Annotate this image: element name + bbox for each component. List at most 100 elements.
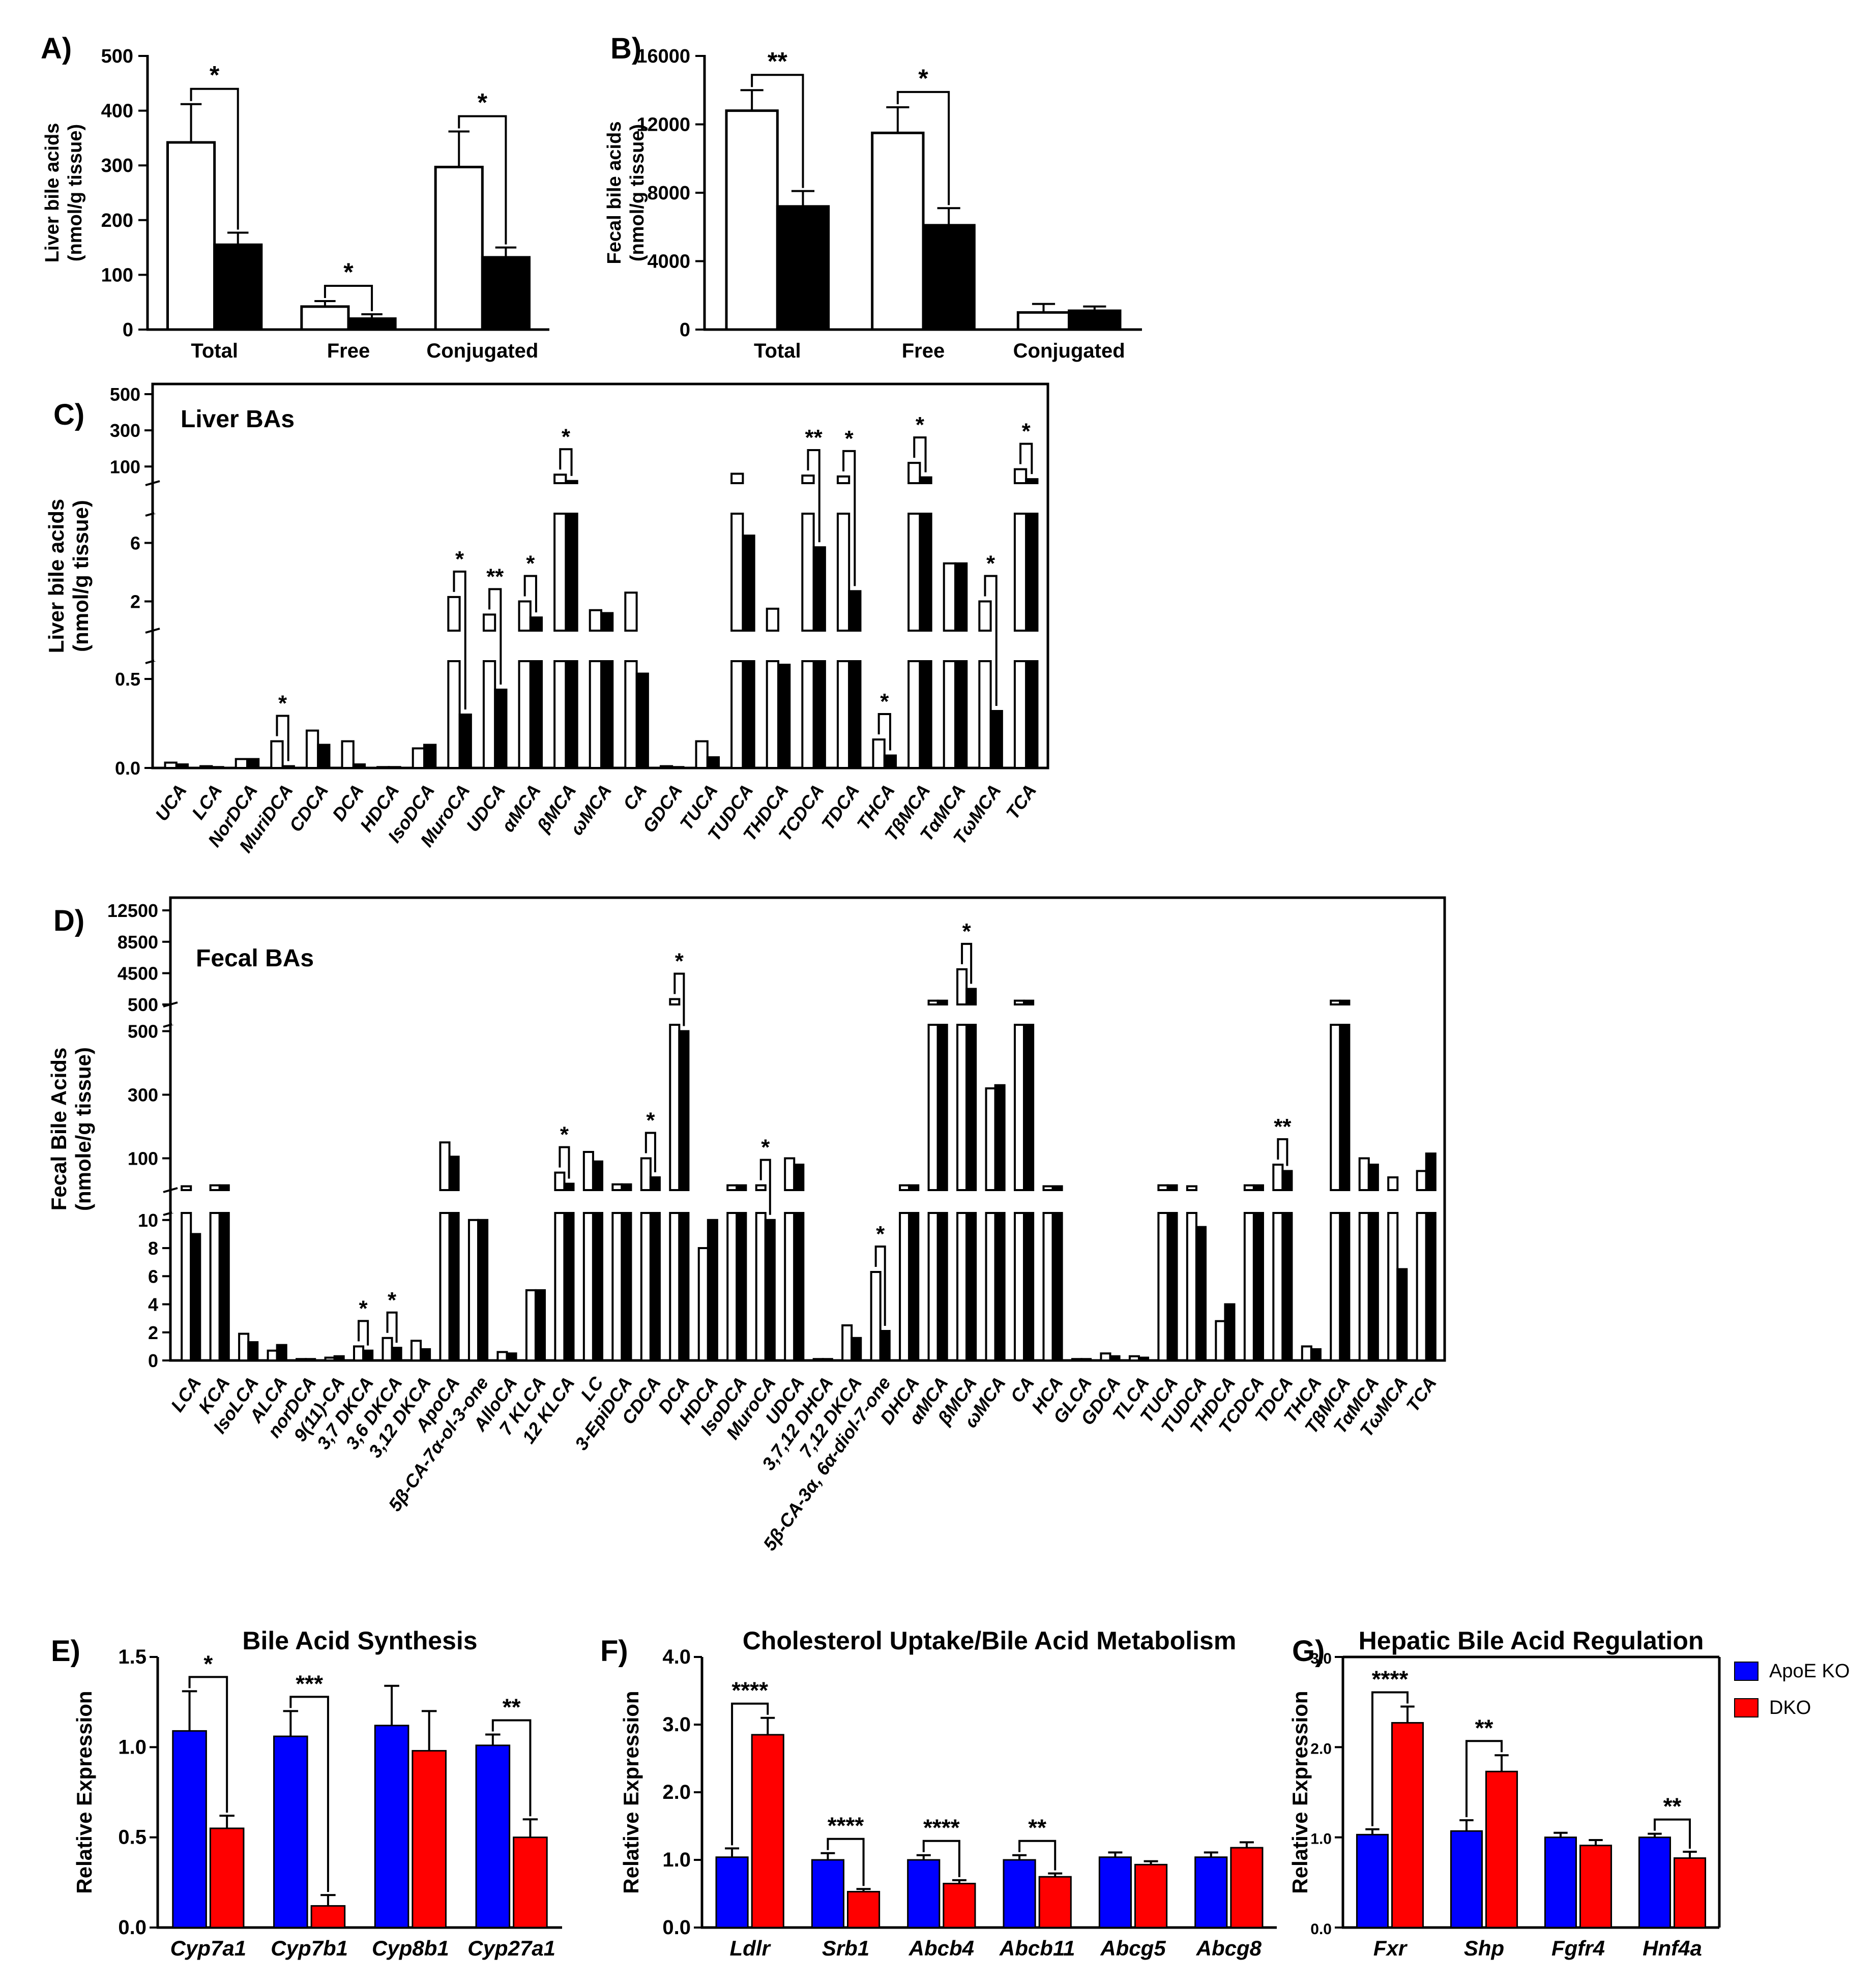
- bar-apoe-ko: [475, 1744, 511, 1929]
- bar-apoe-ko: [907, 1859, 941, 1929]
- y-tick-label: 1.0: [662, 1849, 691, 1871]
- panel-label: E): [51, 1635, 80, 1668]
- bar-filled: [247, 1341, 259, 1361]
- bar-filled: [317, 744, 331, 769]
- bar-filled: [1425, 1212, 1437, 1361]
- significance-bracket: [913, 436, 927, 472]
- bar-filled: [494, 689, 508, 769]
- bar-filled: [1051, 1212, 1063, 1361]
- bar-filled: [529, 660, 543, 769]
- significance-label: **: [503, 1694, 521, 1721]
- bar-filled: [592, 1160, 603, 1191]
- significance-label: *: [210, 61, 220, 90]
- bar-dko: [1134, 1863, 1168, 1929]
- bar-filled: [1080, 1358, 1092, 1361]
- y-tick-label: 400: [101, 101, 133, 122]
- significance-bracket: [984, 575, 998, 706]
- bar-open: [518, 660, 532, 769]
- y-tick-label: 3.0: [1310, 1650, 1332, 1667]
- y-axis-subtitle: (nmol/g tissue): [65, 124, 86, 261]
- bar-open: [725, 109, 779, 331]
- bar-dko: [209, 1827, 245, 1929]
- significance-label: **: [1475, 1714, 1493, 1741]
- bar-filled: [671, 766, 685, 769]
- y-axis-subtitle: (nmol/g tissue): [69, 500, 93, 652]
- y-tick-label: 300: [128, 1085, 158, 1106]
- bar-open: [553, 473, 567, 485]
- bar-open: [582, 1212, 594, 1361]
- y-tick-label: 16000: [636, 46, 690, 67]
- panel-label: A): [41, 32, 72, 65]
- bar-open: [624, 660, 638, 769]
- bar-filled: [742, 535, 755, 632]
- y-tick-label: 4: [148, 1294, 158, 1315]
- bar-filled: [563, 1182, 575, 1191]
- x-tick-label: Conjugated: [1013, 340, 1125, 362]
- bar-filled: [954, 660, 968, 769]
- bar-open: [659, 765, 673, 769]
- significance-bracket: [523, 575, 537, 613]
- bar-filled: [822, 1358, 833, 1361]
- bar-open: [611, 1212, 623, 1361]
- bar-filled: [565, 513, 578, 632]
- bar-open: [784, 1157, 796, 1191]
- bar-open: [985, 1087, 996, 1191]
- y-tick-label: 100: [101, 264, 133, 286]
- bar-open: [553, 660, 567, 769]
- bar-filled: [1396, 1268, 1408, 1361]
- bar-filled: [1224, 1303, 1236, 1362]
- y-tick-label: 4000: [647, 251, 690, 273]
- bar-filled: [793, 1212, 805, 1361]
- significance-24: *: [874, 1222, 886, 1326]
- bar-open: [482, 660, 496, 769]
- significance-bracket: [751, 74, 804, 188]
- bar-open: [801, 475, 815, 484]
- bar-dko: [847, 1891, 881, 1929]
- bar-open: [730, 472, 744, 485]
- bar-open: [1014, 1212, 1025, 1361]
- bar-filled: [965, 1024, 977, 1191]
- bar-dko: [1038, 1876, 1072, 1929]
- bar-dko: [751, 1734, 784, 1929]
- panel-G: G) Hepatic Bile Acid Regulation 0.0 1.0 2.0 3…: [1288, 1626, 1721, 1960]
- bar-open: [899, 1184, 911, 1191]
- significance-0: *: [190, 61, 239, 230]
- bar-filled: [448, 1212, 460, 1361]
- bar-filled: [211, 766, 224, 769]
- bar-open: [1013, 660, 1028, 769]
- bar-filled: [1023, 1212, 1035, 1361]
- bar-filled: [649, 1212, 661, 1361]
- significance-label: *: [388, 1288, 397, 1313]
- significance-20: *: [759, 1135, 771, 1215]
- bar-filled: [281, 765, 295, 769]
- y-tick-label: 500: [128, 994, 158, 1015]
- significance-2: *: [458, 88, 507, 245]
- x-tick-label: Free: [902, 340, 945, 362]
- significance-13: *: [559, 1122, 570, 1179]
- bar-filled: [678, 1212, 690, 1361]
- bar-filled: [362, 1349, 374, 1362]
- bar-open: [1186, 1185, 1197, 1191]
- bar-open: [1301, 1345, 1312, 1361]
- x-tick-label: Total: [191, 340, 238, 362]
- significance-bracket: [827, 1838, 865, 1886]
- bar-open: [553, 513, 567, 632]
- bar-open: [300, 305, 350, 331]
- bar-apoe-ko: [715, 1856, 749, 1929]
- bar-open: [166, 141, 216, 331]
- y-axis-title: Fecal bile acids: [604, 122, 625, 264]
- y-tick-label: 2.0: [662, 1781, 691, 1803]
- bar-open: [439, 1141, 451, 1191]
- bar-open: [943, 660, 957, 769]
- bar-filled: [922, 224, 976, 331]
- bar-open: [695, 740, 709, 769]
- bar-open: [836, 660, 851, 769]
- bar-open: [199, 765, 213, 769]
- bar-filled: [347, 317, 397, 331]
- bar-filled: [190, 1233, 201, 1361]
- y-tick-label: 2.0: [1310, 1740, 1332, 1757]
- significance-bracket: [386, 1311, 398, 1343]
- bar-dko: [1485, 1770, 1518, 1929]
- bar-dko: [943, 1883, 976, 1929]
- bar-filled: [1339, 1024, 1351, 1191]
